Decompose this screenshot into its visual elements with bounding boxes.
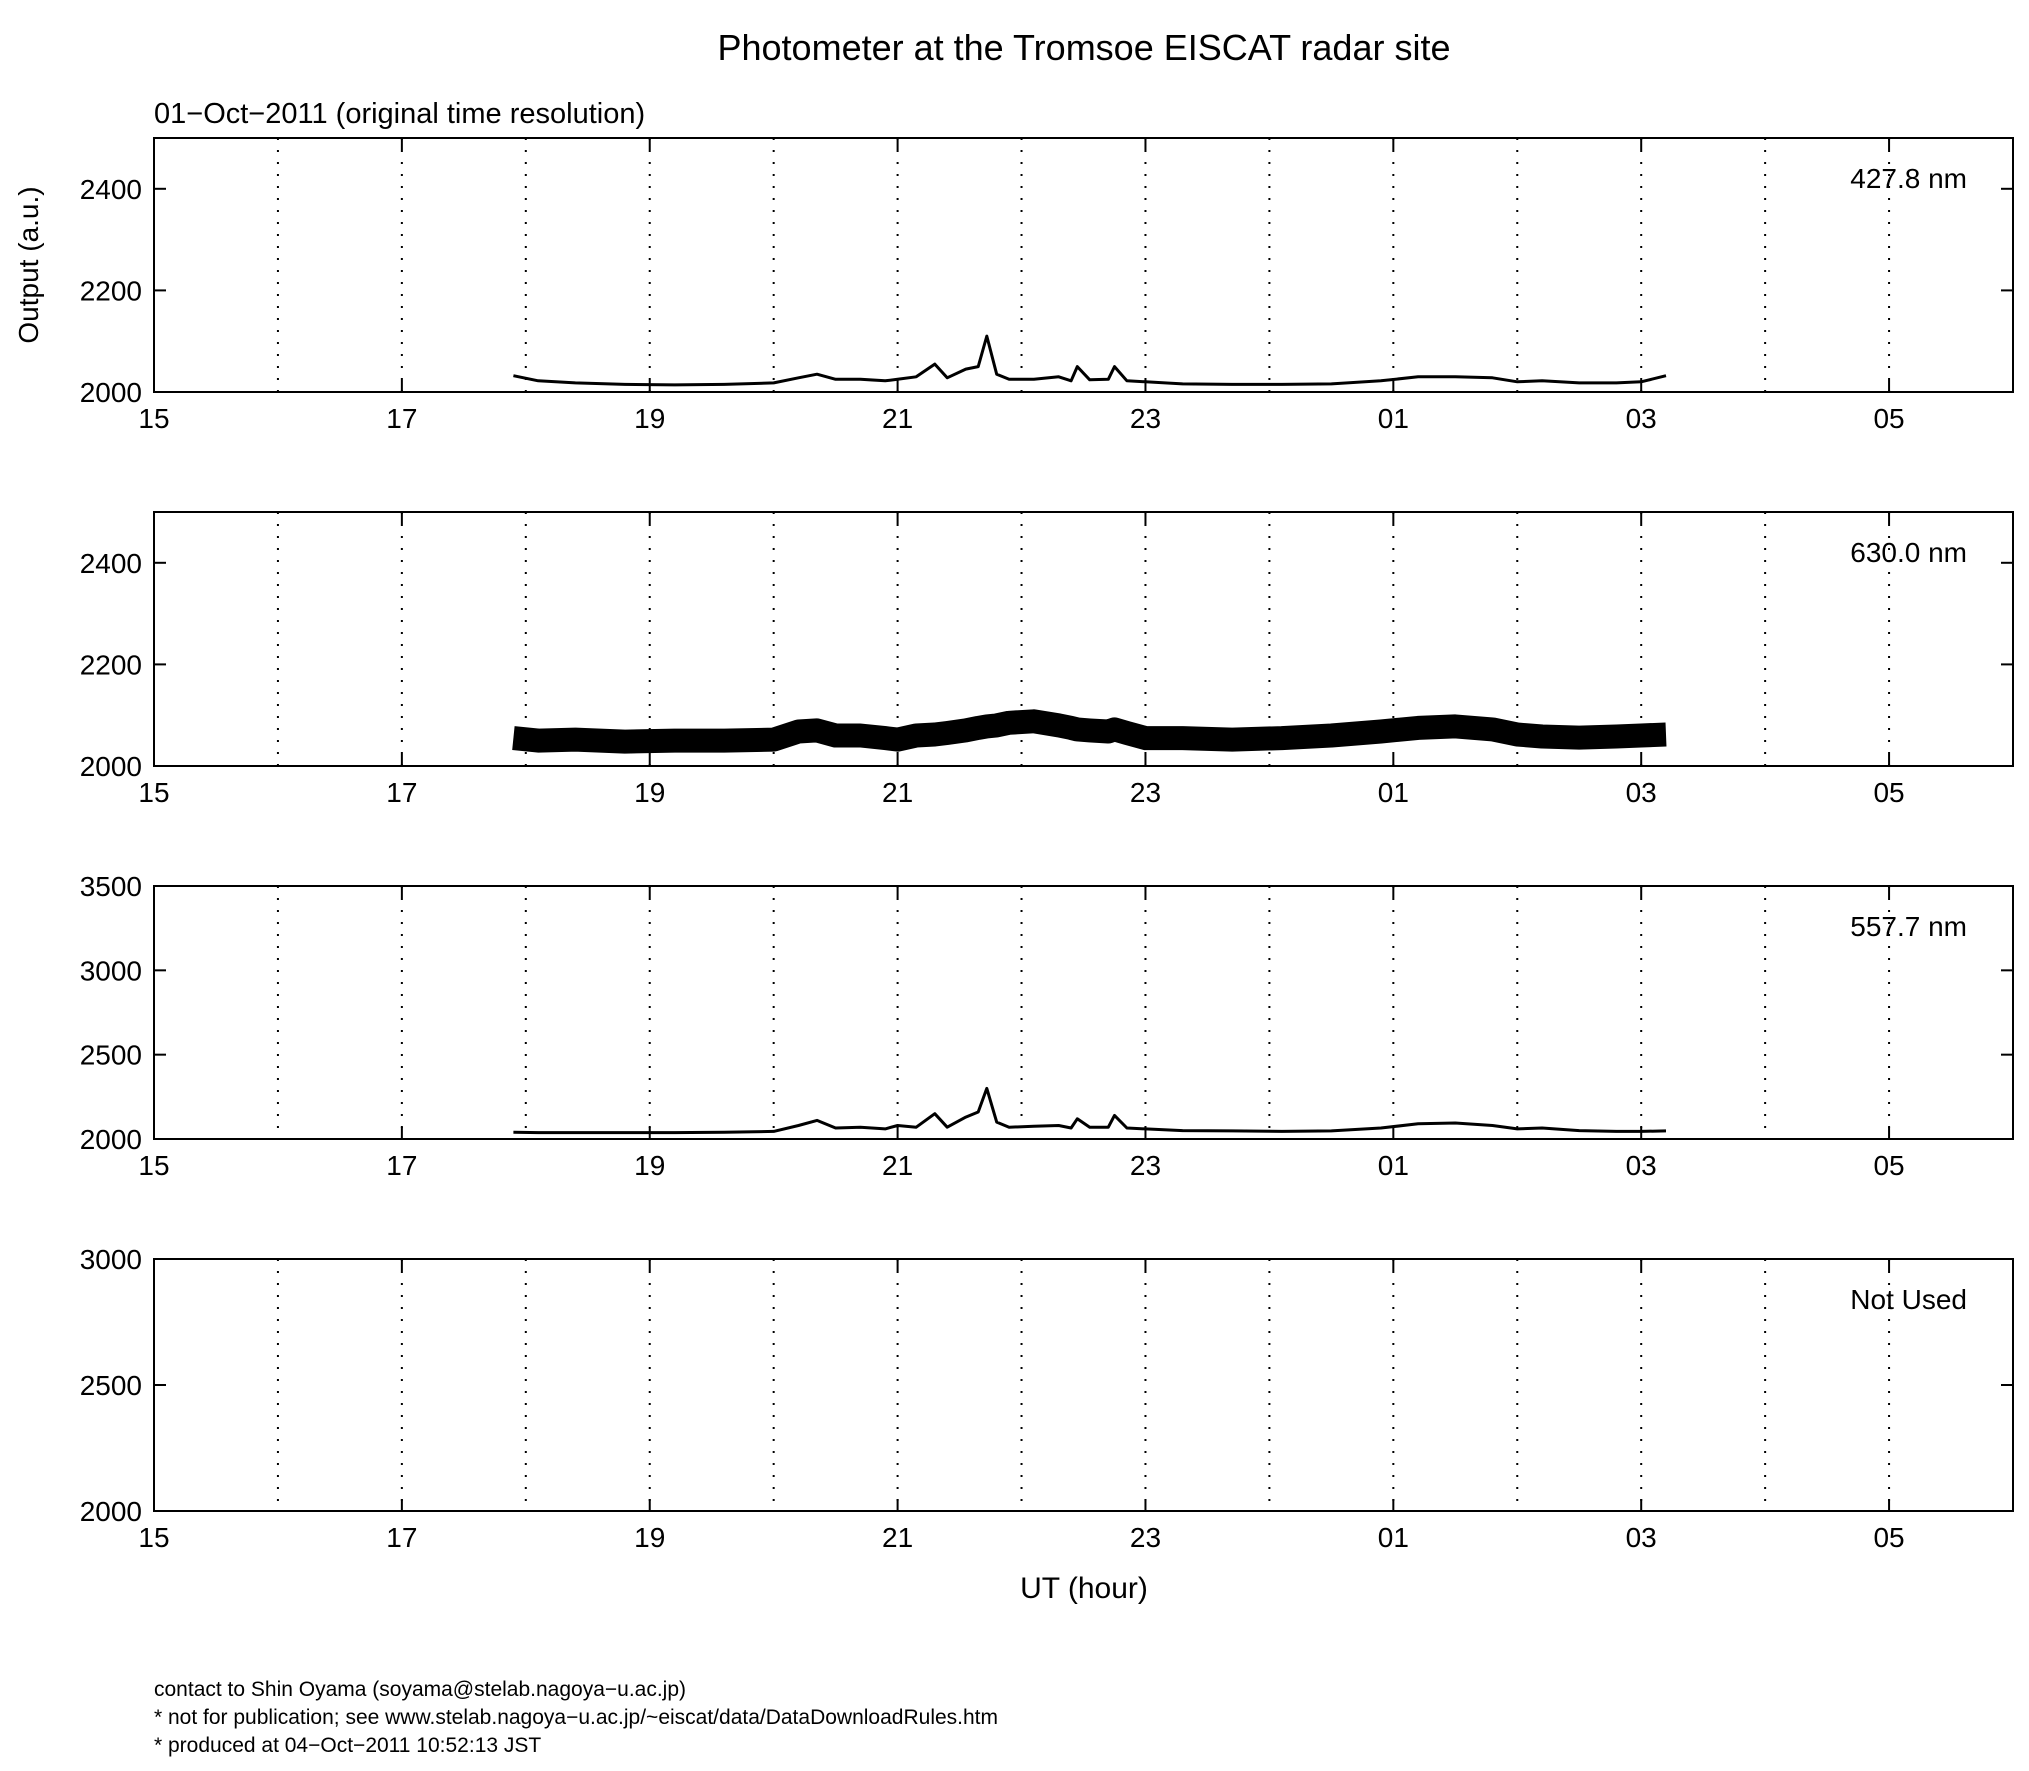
x-tick-label: 03 — [1626, 1150, 1657, 1181]
x-tick-label: 19 — [634, 777, 665, 808]
axes-box — [153, 1258, 2014, 1512]
y-tick-label: 2500 — [80, 1040, 142, 1071]
y-tick-label: 2400 — [80, 548, 142, 579]
y-tick-label: 3000 — [80, 1244, 142, 1275]
y-tick-label: 3000 — [80, 955, 142, 986]
x-tick-label: 19 — [634, 1150, 665, 1181]
x-tick-label: 15 — [138, 777, 169, 808]
x-tick-label: 05 — [1873, 1150, 1904, 1181]
panel-label: 630.0 nm — [1850, 537, 1967, 568]
x-tick-label: 15 — [138, 403, 169, 434]
y-tick-label: 2200 — [80, 275, 142, 306]
axes-box — [153, 511, 2014, 767]
figure-title: Photometer at the Tromsoe EISCAT radar s… — [718, 27, 1451, 68]
y-tick-label: 2400 — [80, 174, 142, 205]
x-tick-label: 21 — [882, 1522, 913, 1553]
x-tick-label: 23 — [1130, 1522, 1161, 1553]
x-tick-label: 21 — [882, 777, 913, 808]
x-tick-label: 21 — [882, 403, 913, 434]
y-tick-label: 2000 — [80, 1496, 142, 1527]
footer-line: contact to Shin Oyama (soyama@stelab.nag… — [154, 1678, 686, 1701]
y-tick-label: 2500 — [80, 1370, 142, 1401]
x-axis-label: UT (hour) — [1020, 1572, 1148, 1605]
x-tick-label: 03 — [1626, 777, 1657, 808]
y-tick-label: 2200 — [80, 649, 142, 680]
x-tick-label: 05 — [1873, 1522, 1904, 1553]
x-tick-label: 23 — [1130, 1150, 1161, 1181]
x-tick-label: 23 — [1130, 777, 1161, 808]
x-tick-label: 01 — [1378, 1522, 1409, 1553]
y-tick-label: 2000 — [80, 751, 142, 782]
subtitle: 01−Oct−2011 (original time resolution) — [154, 98, 645, 130]
panel-label: 427.8 nm — [1850, 163, 1967, 194]
data-line — [513, 334, 1667, 387]
x-tick-label: 05 — [1873, 777, 1904, 808]
x-tick-label: 05 — [1873, 403, 1904, 434]
x-tick-label: 17 — [386, 1522, 417, 1553]
x-tick-label: 03 — [1626, 403, 1657, 434]
x-tick-label: 21 — [882, 1150, 913, 1181]
x-tick-label: 15 — [138, 1150, 169, 1181]
footer-line: * not for publication; see www.stelab.na… — [154, 1706, 998, 1729]
y-tick-label: 2000 — [80, 1124, 142, 1155]
y-axis-label: Output (a.u.) — [13, 186, 44, 343]
x-tick-label: 01 — [1378, 403, 1409, 434]
x-tick-label: 17 — [386, 403, 417, 434]
axes-box — [153, 137, 2014, 393]
x-tick-label: 01 — [1378, 777, 1409, 808]
axes-box — [153, 885, 2014, 1140]
x-tick-label: 17 — [386, 777, 417, 808]
data-line — [512, 709, 1667, 754]
x-tick-label: 15 — [138, 1522, 169, 1553]
x-tick-label: 23 — [1130, 403, 1161, 434]
x-tick-label: 17 — [386, 1150, 417, 1181]
x-tick-label: 19 — [634, 403, 665, 434]
panel-label: 557.7 nm — [1850, 911, 1967, 942]
x-tick-label: 03 — [1626, 1522, 1657, 1553]
footer-line: * produced at 04−Oct−2011 10:52:13 JST — [154, 1734, 541, 1757]
panel-label: Not Used — [1850, 1284, 1967, 1315]
y-tick-label: 3500 — [80, 871, 142, 902]
data-line — [513, 1086, 1667, 1135]
x-tick-label: 01 — [1378, 1150, 1409, 1181]
x-tick-label: 19 — [634, 1522, 665, 1553]
y-tick-label: 2000 — [80, 377, 142, 408]
